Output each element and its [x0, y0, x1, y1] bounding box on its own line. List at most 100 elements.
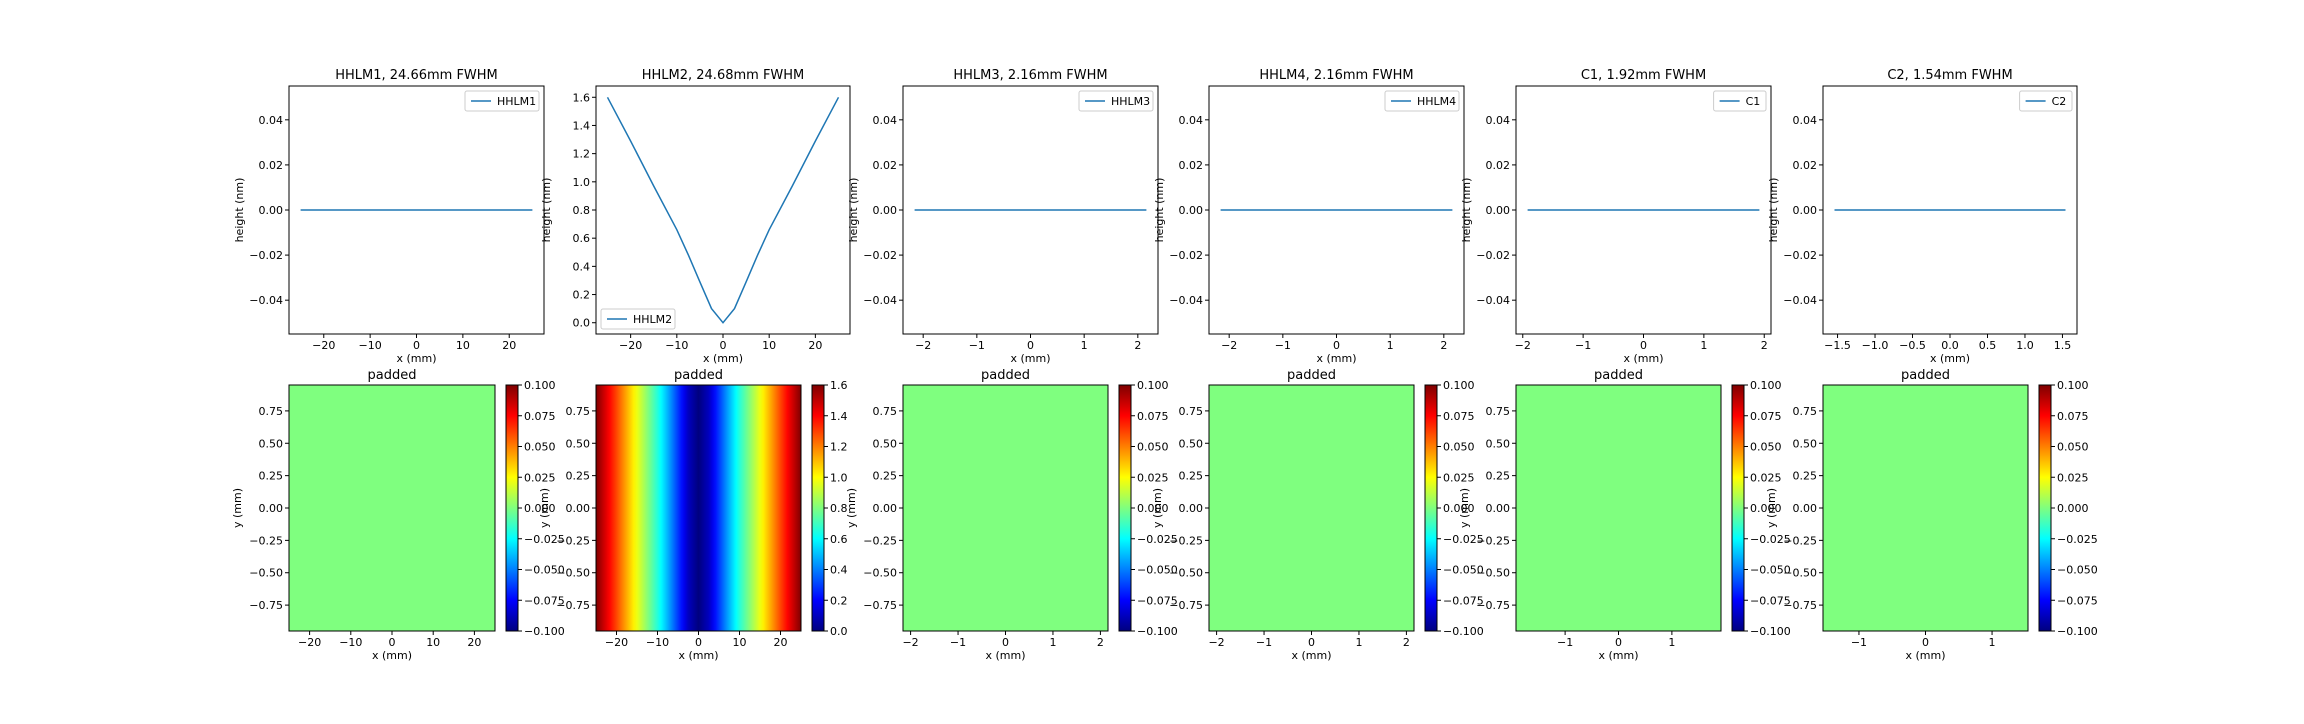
heatmap-3-ytick-label: −0.75	[863, 599, 897, 612]
heatmap-4-ytick-label: −0.25	[1169, 534, 1203, 547]
line-plot-1-ytick-label: 0.04	[259, 114, 284, 127]
line-plot-3-xtick-label: −2	[915, 339, 931, 352]
line-plot-2-legend-label: HHLM2	[633, 313, 672, 326]
heatmap-1-xlabel: x (mm)	[372, 649, 412, 662]
heatmap-4-ytick-label: 0.75	[1179, 405, 1204, 418]
heatmap-6-ytick-label: 0.00	[1793, 502, 1818, 515]
heatmap-3-ytick-label: −0.50	[863, 567, 897, 580]
heatmap-1-colorbar-tick-label: 0.075	[524, 410, 556, 423]
line-plot-2-series-line	[606, 96, 840, 324]
line-plot-2-xtick-label: −20	[619, 339, 642, 352]
heatmap-2-colorbar-tick-label: 0.0	[830, 625, 848, 638]
heatmap-3-colorbar-tick-label: −0.025	[1137, 533, 1178, 546]
line-plot-5-title: C1, 1.92mm FWHM	[1581, 68, 1706, 83]
line-plot-2-background	[596, 86, 850, 334]
line-plot-6-title: C2, 1.54mm FWHM	[1887, 68, 2012, 83]
heatmap-4-xlabel: x (mm)	[1291, 649, 1331, 662]
line-plot-6-ylabel: height (nm)	[1767, 178, 1780, 243]
heatmap-3-colorbar-tick-label: 0.050	[1137, 441, 1169, 454]
line-plot-5-ytick-label: 0.00	[1486, 204, 1511, 217]
heatmap-6-ytick-label: −0.75	[1783, 599, 1817, 612]
line-plot-1-xtick-label: 0	[413, 339, 420, 352]
heatmap-4-ytick-label: 0.25	[1179, 470, 1204, 483]
heatmap-2-ytick-label: −0.25	[556, 534, 590, 547]
heatmap-6-image	[1823, 385, 2028, 631]
line-plot-1-ytick-label: −0.04	[249, 294, 283, 307]
heatmap-2-colorbar-tick-label: 1.0	[830, 471, 848, 484]
heatmap-1-ytick-label: 0.25	[259, 470, 284, 483]
line-plot-5-xtick-label: 2	[1761, 339, 1768, 352]
heatmap-4-xtick-label: 0	[1308, 636, 1315, 649]
heatmap-4-colorbar-tick-label: 0.075	[1443, 410, 1475, 423]
line-plot-6-xtick-label: −1.5	[1824, 339, 1851, 352]
line-plot-4-xtick-label: −2	[1221, 339, 1237, 352]
heatmap-6-colorbar-tick-label: 0.000	[2057, 502, 2089, 515]
heatmap-5-xtick-label: 1	[1668, 636, 1675, 649]
heatmap-1-ylabel: y (mm)	[231, 488, 244, 528]
line-plot-2-ytick-label: 0.0	[573, 317, 591, 330]
heatmap-2-ytick-label: 0.25	[566, 470, 591, 483]
line-plot-4-ylabel: height (nm)	[1153, 178, 1166, 243]
heatmap-1-xtick-label: 0	[389, 636, 396, 649]
line-plot-3-xtick-label: 0	[1027, 339, 1034, 352]
line-plot-6-ytick-label: 0.00	[1793, 204, 1818, 217]
line-plot-5-xlabel: x (mm)	[1623, 352, 1663, 365]
line-plot-1-title: HHLM1, 24.66mm FWHM	[335, 68, 498, 83]
line-plot-2-ylabel: height (nm)	[540, 178, 553, 243]
heatmap-3-ytick-label: 0.50	[873, 437, 898, 450]
heatmap-2-colorbar-tick-label: 1.4	[830, 410, 848, 423]
line-plot-5-xtick-label: −2	[1515, 339, 1531, 352]
line-plot-6-legend-label: C2	[2052, 95, 2067, 108]
line-plot-5-legend-label: C1	[1746, 95, 1761, 108]
line-plot-6-ytick-label: −0.02	[1783, 249, 1817, 262]
heatmap-2-xtick-label: 0	[695, 636, 702, 649]
line-plot-5-ytick-label: −0.04	[1476, 294, 1510, 307]
heatmap-4-colorbar-tick-label: −0.025	[1443, 533, 1484, 546]
heatmap-3-xtick-label: 2	[1097, 636, 1104, 649]
line-plot-4-ytick-label: 0.02	[1179, 159, 1204, 172]
heatmap-6-ytick-label: 0.25	[1793, 470, 1818, 483]
heatmap-3-colorbar-tick-label: 0.075	[1137, 410, 1169, 423]
line-plot-6-ytick-label: −0.04	[1783, 294, 1817, 307]
heatmap-3-colorbar-tick-label: −0.050	[1137, 564, 1178, 577]
line-plot-1-xtick-label: 10	[456, 339, 470, 352]
line-plot-5-xtick-label: 1	[1700, 339, 1707, 352]
heatmap-4-xtick-label: 2	[1403, 636, 1410, 649]
line-plot-5-ytick-label: 0.02	[1486, 159, 1511, 172]
heatmap-3-xtick-label: −2	[902, 636, 918, 649]
line-plot-1-xtick-label: −20	[312, 339, 335, 352]
heatmap-3-ytick-label: 0.25	[873, 470, 898, 483]
line-plot-3-ytick-label: 0.02	[873, 159, 898, 172]
heatmap-3-colorbar-tick-label: 0.025	[1137, 471, 1169, 484]
line-plot-2-title: HHLM2, 24.68mm FWHM	[642, 68, 805, 83]
heatmap-3-xtick-label: 0	[1002, 636, 1009, 649]
line-plot-5-ylabel: height (nm)	[1460, 178, 1473, 243]
heatmap-5-ytick-label: 0.75	[1486, 405, 1511, 418]
line-plot-6-xtick-label: 1.0	[2016, 339, 2034, 352]
heatmap-2-colorbar-tick-label: 0.6	[830, 533, 848, 546]
line-plot-4-ytick-label: −0.04	[1169, 294, 1203, 307]
heatmap-4-colorbar-tick-label: −0.075	[1443, 594, 1484, 607]
line-plot-3-legend-box	[1078, 90, 1154, 112]
line-plot-1-legend-box	[464, 90, 540, 112]
heatmap-3-colorbar-tick-label: 0.000	[1137, 502, 1169, 515]
line-plot-5-xtick-label: −1	[1575, 339, 1591, 352]
heatmap-5-colorbar	[1731, 384, 1745, 632]
heatmap-1-ytick-label: 0.75	[259, 405, 284, 418]
heatmap-3-image	[903, 385, 1108, 631]
line-plot-3-title: HHLM3, 2.16mm FWHM	[953, 68, 1107, 83]
line-plot-4-ytick-label: 0.04	[1179, 114, 1204, 127]
heatmap-5-xtick-label: −1	[1557, 636, 1573, 649]
line-plot-6-xtick-label: −0.5	[1899, 339, 1926, 352]
heatmap-4-image	[1209, 385, 1414, 631]
heatmap-1-title: padded	[368, 368, 417, 383]
line-plot-3-ytick-label: 0.00	[873, 204, 898, 217]
heatmap-2-ytick-label: 0.50	[566, 437, 591, 450]
line-plot-2-ytick-label: 0.6	[573, 232, 591, 245]
line-plot-2-ytick-label: 1.2	[573, 148, 591, 161]
heatmap-3-ytick-label: 0.00	[873, 502, 898, 515]
heatmap-2-xtick-label: 10	[733, 636, 747, 649]
heatmap-2-xlabel: x (mm)	[678, 649, 718, 662]
heatmap-3-ytick-label: −0.25	[863, 534, 897, 547]
heatmap-6-colorbar-tick-label: 0.075	[2057, 410, 2089, 423]
